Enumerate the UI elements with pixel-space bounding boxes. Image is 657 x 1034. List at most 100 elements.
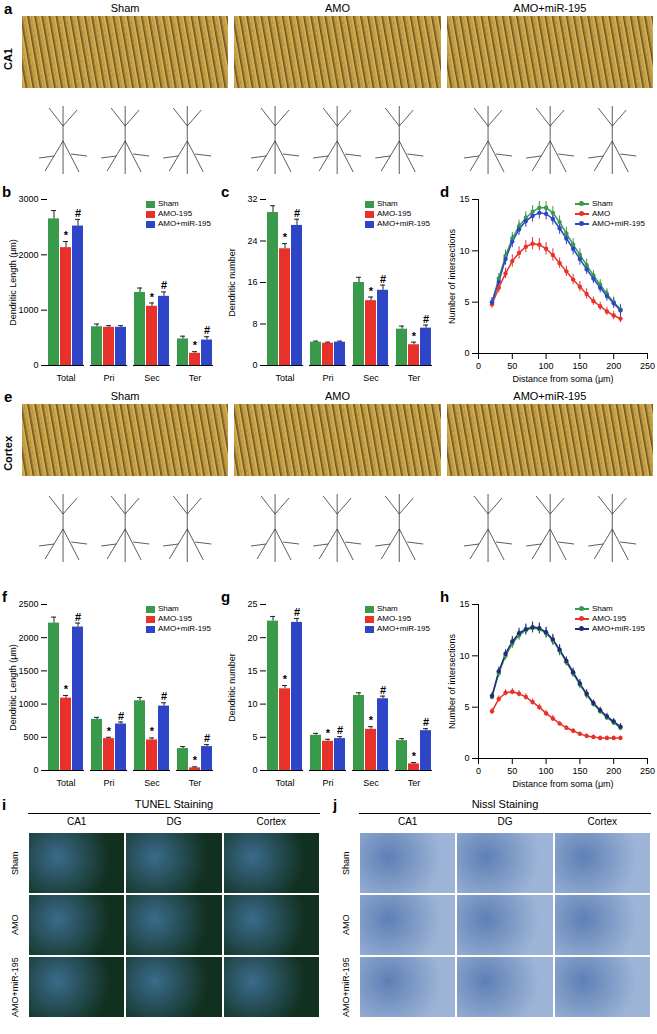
svg-text:0: 0 [33, 765, 38, 775]
svg-text:0: 0 [252, 360, 257, 370]
svg-text:2000: 2000 [18, 250, 38, 260]
svg-text:15: 15 [459, 194, 469, 204]
svg-text:*: * [283, 231, 288, 243]
svg-text:15: 15 [247, 666, 257, 676]
svg-text:25: 25 [247, 599, 257, 609]
html-text:AMO+miR-195: AMO+miR-195 [513, 2, 587, 14]
svg-text:#: # [161, 279, 167, 291]
svg-text:1500: 1500 [18, 666, 38, 676]
svg-text:#: # [380, 684, 386, 696]
svg-text:Ter: Ter [408, 373, 421, 383]
svg-text:*: * [64, 229, 69, 241]
svg-text:#: # [161, 690, 167, 702]
html-text:CA1: CA1 [2, 48, 14, 70]
svg-text:0: 0 [476, 766, 481, 776]
svg-text:#: # [75, 611, 81, 623]
svg-text:Pri: Pri [323, 778, 334, 788]
svg-text:Ter: Ter [408, 778, 421, 788]
svg-text:5: 5 [464, 297, 469, 307]
svg-text:#: # [423, 313, 429, 325]
svg-text:Total: Total [275, 778, 294, 788]
svg-text:0: 0 [33, 360, 38, 370]
svg-text:#: # [380, 273, 386, 285]
svg-text:1000: 1000 [18, 305, 38, 315]
svg-text:#: # [204, 732, 210, 744]
svg-text:32: 32 [247, 194, 257, 204]
svg-text:24: 24 [247, 236, 257, 246]
svg-text:#: # [294, 606, 300, 618]
svg-text:5: 5 [464, 702, 469, 712]
svg-text:Pri: Pri [104, 778, 115, 788]
html-text:Sham: Sham [110, 2, 140, 14]
svg-text:Ter: Ter [189, 373, 202, 383]
svg-text:Distance from soma (μm): Distance from soma (μm) [512, 374, 613, 384]
svg-text:250: 250 [640, 361, 655, 371]
svg-text:*: * [150, 725, 155, 737]
svg-text:Total: Total [275, 373, 294, 383]
svg-text:Ter: Ter [189, 778, 202, 788]
svg-text:*: * [193, 754, 198, 766]
svg-text:#: # [423, 716, 429, 728]
svg-text:15: 15 [459, 599, 469, 609]
svg-text:Dendritic number: Dendritic number [227, 248, 237, 317]
svg-text:*: * [193, 339, 198, 351]
svg-text:*: * [326, 727, 331, 739]
svg-text:2000: 2000 [18, 633, 38, 643]
svg-text:Number of intersections: Number of intersections [447, 228, 457, 324]
svg-text:5: 5 [252, 732, 257, 742]
svg-text:0: 0 [252, 765, 257, 775]
svg-text:Sec: Sec [363, 778, 379, 788]
svg-text:*: * [64, 683, 69, 695]
svg-text:Sec: Sec [363, 373, 379, 383]
svg-text:100: 100 [539, 766, 554, 776]
svg-text:Distance from soma (μm): Distance from soma (μm) [512, 779, 613, 789]
svg-text:Dendritic Length (μm): Dendritic Length (μm) [8, 239, 18, 326]
svg-text:200: 200 [606, 361, 621, 371]
svg-text:3000: 3000 [18, 194, 38, 204]
svg-text:0: 0 [464, 348, 469, 358]
svg-text:150: 150 [572, 766, 587, 776]
svg-text:500: 500 [23, 732, 38, 742]
svg-text:50: 50 [507, 361, 517, 371]
svg-text:10: 10 [247, 699, 257, 709]
svg-text:0: 0 [464, 753, 469, 763]
svg-text:Dendritic number: Dendritic number [227, 653, 237, 722]
svg-text:1000: 1000 [18, 699, 38, 709]
svg-text:2500: 2500 [18, 599, 38, 609]
html-text:AMO: AMO [325, 2, 350, 14]
svg-text:8: 8 [252, 319, 257, 329]
svg-text:#: # [337, 724, 343, 736]
svg-text:150: 150 [572, 361, 587, 371]
svg-text:10: 10 [459, 246, 469, 256]
svg-text:Total: Total [56, 373, 75, 383]
svg-text:Dendritic Length (μm): Dendritic Length (μm) [8, 644, 18, 731]
svg-text:Pri: Pri [104, 373, 115, 383]
svg-text:0: 0 [476, 361, 481, 371]
svg-text:Number of intersections: Number of intersections [447, 633, 457, 729]
svg-text:#: # [118, 710, 124, 722]
svg-text:10: 10 [459, 651, 469, 661]
svg-text:*: * [369, 285, 374, 297]
html-text:Sham: Sham [110, 390, 140, 402]
svg-text:*: * [412, 330, 417, 342]
svg-text:16: 16 [247, 277, 257, 287]
html-text:AMO: AMO [325, 390, 350, 402]
html-text:Cortex: Cortex [2, 436, 14, 471]
svg-text:*: * [150, 290, 155, 302]
svg-text:Pri: Pri [323, 373, 334, 383]
svg-text:200: 200 [606, 766, 621, 776]
svg-text:*: * [107, 725, 112, 737]
svg-text:#: # [204, 324, 210, 336]
svg-text:#: # [75, 207, 81, 219]
svg-text:100: 100 [539, 361, 554, 371]
svg-text:Sec: Sec [144, 373, 160, 383]
svg-text:250: 250 [640, 766, 655, 776]
svg-text:Sec: Sec [144, 778, 160, 788]
svg-text:*: * [412, 750, 417, 762]
svg-text:Total: Total [56, 778, 75, 788]
svg-text:50: 50 [507, 766, 517, 776]
svg-text:*: * [283, 673, 288, 685]
svg-text:20: 20 [247, 633, 257, 643]
svg-text:#: # [294, 207, 300, 219]
svg-text:*: * [369, 714, 374, 726]
